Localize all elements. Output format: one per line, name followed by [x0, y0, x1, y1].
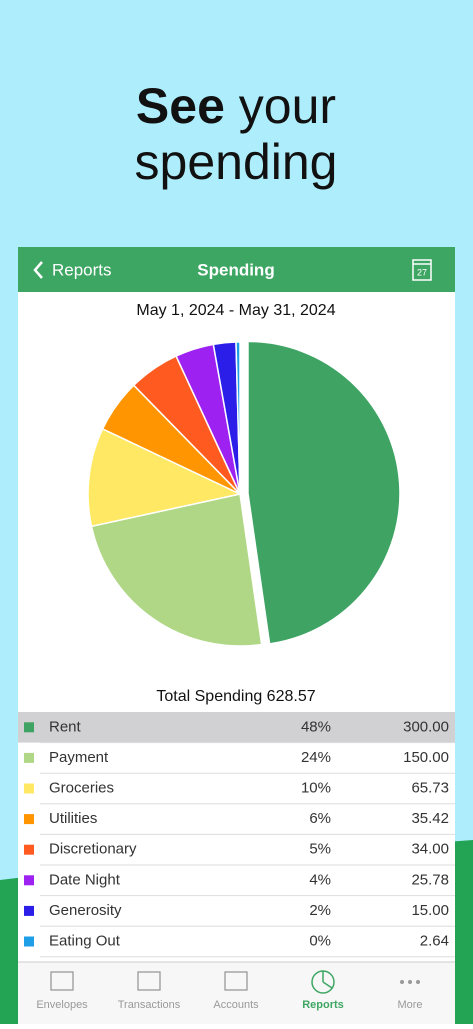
- tab-icon: [50, 971, 74, 991]
- row-name[interactable]: Generosity: [49, 902, 122, 919]
- nav-title: Spending: [197, 260, 274, 279]
- row-amount: 34.00: [411, 841, 449, 858]
- date-range: May 1, 2024 - May 31, 2024: [136, 302, 335, 319]
- legend-swatch: [24, 905, 34, 916]
- row-name[interactable]: Discretionary: [49, 841, 137, 858]
- row-amount: 150.00: [403, 749, 449, 766]
- row-name[interactable]: Eating Out: [49, 932, 121, 949]
- tab-icon-wedge: [322, 971, 333, 989]
- headline-line2: spending: [135, 134, 338, 190]
- pie-slice: [87, 427, 243, 528]
- row-amount: 15.00: [411, 902, 449, 919]
- row-amount: 300.00: [403, 718, 449, 735]
- row-percent: 48%: [301, 718, 331, 735]
- tab-label[interactable]: Transactions: [118, 999, 181, 1011]
- row-amount: 25.78: [411, 871, 449, 888]
- row-percent: 5%: [309, 841, 331, 858]
- tab-icon: [224, 971, 248, 991]
- row-name[interactable]: Groceries: [49, 779, 114, 796]
- pie-slice: [90, 493, 263, 647]
- tab-bar: [18, 962, 455, 1024]
- pie-slice: [247, 340, 401, 645]
- headline-word: your: [239, 78, 336, 134]
- tabs: Envelopes Transactions Accounts Reports More: [36, 970, 423, 1011]
- row-name[interactable]: Payment: [49, 749, 109, 766]
- tab-icon-dot: [400, 980, 404, 984]
- row-name[interactable]: Utilities: [49, 810, 97, 827]
- row-amount: 2.64: [420, 932, 449, 949]
- tab-icon: [137, 971, 161, 991]
- legend-swatch: [24, 752, 34, 763]
- table: Rent 48% 300.00 Payment 24% 150.00 Groceries 10…: [18, 712, 455, 958]
- calendar-icon[interactable]: [412, 259, 432, 281]
- tab-label[interactable]: Reports: [302, 999, 344, 1011]
- headline-bold: See: [136, 78, 225, 134]
- legend-swatch: [24, 814, 34, 825]
- legend-swatch: [24, 936, 34, 947]
- back-chevron[interactable]: [33, 261, 43, 279]
- row-percent: 10%: [301, 779, 331, 796]
- row-percent: 24%: [301, 749, 331, 766]
- row-name[interactable]: Date Night: [49, 871, 121, 888]
- tab-icon-dot: [408, 980, 412, 984]
- tab-label[interactable]: Envelopes: [36, 999, 88, 1011]
- row-percent: 6%: [309, 810, 331, 827]
- tab-label[interactable]: More: [397, 999, 422, 1011]
- row-highlight: [18, 712, 455, 743]
- tab-label[interactable]: Accounts: [213, 999, 259, 1011]
- legend-swatch: [24, 875, 34, 886]
- legend-swatch: [24, 783, 34, 794]
- pie: [87, 340, 401, 647]
- row-name[interactable]: Rent: [49, 718, 82, 735]
- legend-swatch: [24, 722, 34, 733]
- row-amount: 65.73: [411, 779, 449, 796]
- row-percent: 0%: [309, 932, 331, 949]
- total: Total Spending 628.57: [156, 688, 315, 705]
- headline: See your: [136, 78, 336, 134]
- legend-swatch: [24, 844, 34, 855]
- calendar-day: 27: [417, 267, 427, 277]
- row-percent: 4%: [309, 871, 331, 888]
- nav-bar: [18, 247, 455, 292]
- pie-slice: [235, 341, 241, 495]
- back-button[interactable]: Reports: [52, 260, 112, 279]
- row-amount: 35.42: [411, 810, 449, 827]
- row-percent: 2%: [309, 902, 331, 919]
- tab-icon-dot: [416, 980, 420, 984]
